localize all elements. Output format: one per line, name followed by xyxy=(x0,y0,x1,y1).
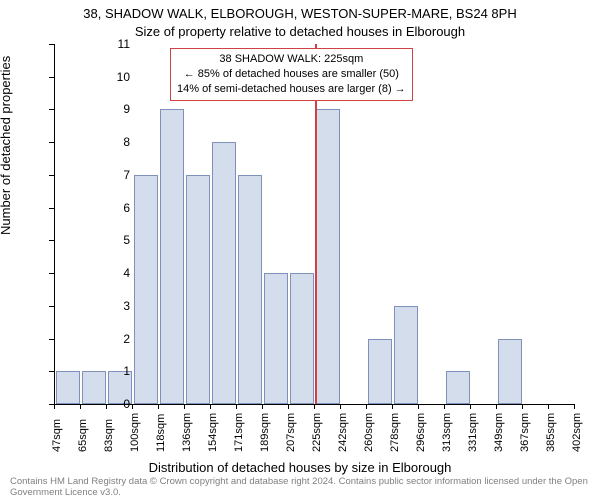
y-tick-mark xyxy=(49,240,54,241)
histogram-bar xyxy=(446,371,470,404)
x-tick-label: 118sqm xyxy=(155,414,167,452)
y-axis-label: Number of detached properties xyxy=(0,56,13,235)
x-tick-mark xyxy=(444,404,445,409)
x-tick-label: 278sqm xyxy=(389,413,401,452)
y-tick-label: 2 xyxy=(56,332,130,346)
x-tick-mark xyxy=(236,404,237,409)
x-tick-mark xyxy=(340,404,341,409)
histogram-bar xyxy=(316,109,340,404)
y-tick-mark xyxy=(49,175,54,176)
x-tick-label: 242sqm xyxy=(337,413,349,452)
y-tick-label: 5 xyxy=(56,233,130,247)
x-tick-mark xyxy=(574,404,575,409)
histogram-bar xyxy=(290,273,314,404)
x-tick-mark xyxy=(210,404,211,409)
x-tick-mark xyxy=(54,404,55,409)
y-tick-mark xyxy=(49,44,54,45)
x-tick-mark xyxy=(132,404,133,409)
title-address: 38, SHADOW WALK, ELBOROUGH, WESTON-SUPER… xyxy=(0,6,600,21)
histogram-bar xyxy=(186,175,210,404)
x-tick-label: 154sqm xyxy=(207,413,219,452)
x-tick-label: 100sqm xyxy=(129,413,141,452)
x-tick-label: 65sqm xyxy=(77,419,89,452)
y-tick-label: 0 xyxy=(56,397,130,411)
x-tick-mark xyxy=(288,404,289,409)
y-tick-mark xyxy=(49,306,54,307)
histogram-bar xyxy=(498,339,522,404)
y-tick-label: 9 xyxy=(56,102,130,116)
x-tick-mark xyxy=(522,404,523,409)
x-tick-label: 260sqm xyxy=(363,413,375,452)
y-tick-label: 8 xyxy=(56,135,130,149)
x-tick-mark xyxy=(548,404,549,409)
callout-line-1: 38 SHADOW WALK: 225sqm xyxy=(177,52,406,67)
histogram-bar xyxy=(160,109,184,404)
x-axis-label: Distribution of detached houses by size … xyxy=(0,460,600,475)
x-tick-label: 402sqm xyxy=(571,413,583,452)
histogram-bar xyxy=(394,306,418,404)
y-tick-mark xyxy=(49,339,54,340)
x-tick-label: 47sqm xyxy=(51,419,63,452)
x-tick-mark xyxy=(184,404,185,409)
x-tick-label: 349sqm xyxy=(493,413,505,452)
x-tick-label: 367sqm xyxy=(519,413,531,452)
x-tick-mark xyxy=(106,404,107,409)
y-tick-label: 11 xyxy=(56,37,130,51)
y-tick-label: 1 xyxy=(56,364,130,378)
x-tick-label: 207sqm xyxy=(285,413,297,452)
x-tick-mark xyxy=(366,404,367,409)
x-tick-label: 331sqm xyxy=(467,413,479,452)
x-tick-label: 83sqm xyxy=(103,419,115,452)
histogram-bar xyxy=(134,175,158,404)
x-tick-mark xyxy=(392,404,393,409)
y-tick-mark xyxy=(49,142,54,143)
y-tick-mark xyxy=(49,109,54,110)
y-tick-mark xyxy=(49,208,54,209)
x-tick-mark xyxy=(470,404,471,409)
y-tick-label: 3 xyxy=(56,299,130,313)
y-tick-label: 10 xyxy=(56,70,130,84)
y-tick-mark xyxy=(49,273,54,274)
y-tick-label: 4 xyxy=(56,266,130,280)
histogram-bar xyxy=(264,273,288,404)
x-tick-label: 385sqm xyxy=(545,413,557,452)
subject-callout: 38 SHADOW WALK: 225sqm← 85% of detached … xyxy=(170,48,413,101)
y-tick-label: 6 xyxy=(56,201,130,215)
credits-text: Contains HM Land Registry data © Crown c… xyxy=(10,476,590,498)
x-tick-mark xyxy=(262,404,263,409)
callout-line-2: ← 85% of detached houses are smaller (50… xyxy=(177,67,406,82)
x-tick-mark xyxy=(314,404,315,409)
y-tick-label: 7 xyxy=(56,168,130,182)
x-tick-label: 225sqm xyxy=(311,413,323,452)
histogram-bar xyxy=(368,339,392,404)
x-tick-mark xyxy=(158,404,159,409)
x-tick-mark xyxy=(496,404,497,409)
y-tick-mark xyxy=(49,77,54,78)
x-tick-label: 296sqm xyxy=(415,413,427,452)
x-tick-label: 136sqm xyxy=(181,413,193,452)
x-tick-label: 189sqm xyxy=(259,413,271,452)
x-tick-label: 313sqm xyxy=(441,413,453,452)
y-tick-mark xyxy=(49,371,54,372)
x-tick-mark xyxy=(80,404,81,409)
x-tick-mark xyxy=(418,404,419,409)
callout-line-3: 14% of semi-detached houses are larger (… xyxy=(177,82,406,97)
histogram-bar xyxy=(212,142,236,404)
histogram-bar xyxy=(238,175,262,404)
x-tick-label: 171sqm xyxy=(233,413,245,452)
